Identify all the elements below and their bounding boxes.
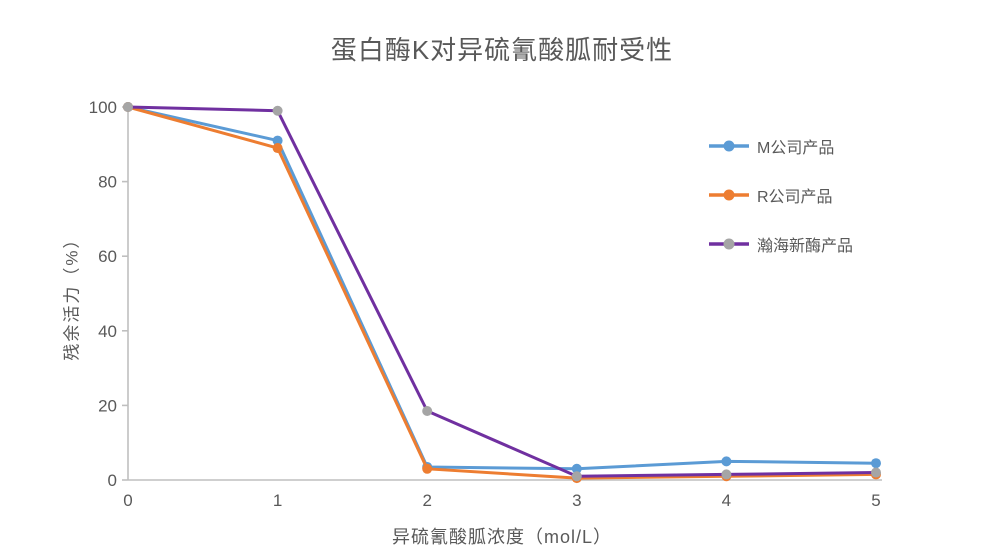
data-point-series-0 xyxy=(571,463,582,474)
y-tick-label: 60 xyxy=(98,247,117,266)
data-point-series-2 xyxy=(272,105,283,116)
legend-item-2[interactable]: 瀚海新酶产品 xyxy=(708,232,853,256)
x-axis-title: 异硫氰酸胍浓度（mol/L） xyxy=(391,527,613,547)
x-tick-label: 4 xyxy=(722,491,731,510)
data-point-series-0 xyxy=(272,135,283,146)
legend-line-marker-icon xyxy=(709,189,749,201)
y-tick-label: 0 xyxy=(108,471,117,490)
chart-title: 蛋白酶K对异硫氰酸胍耐受性 xyxy=(330,35,674,65)
x-tick-label: 5 xyxy=(871,491,880,510)
legend: M公司产品 R公司产品瀚海新酶产品 xyxy=(708,134,853,256)
legend-item-1[interactable]: R公司产品 xyxy=(708,183,853,207)
series-line-1 xyxy=(126,105,878,480)
series-line-2 xyxy=(126,105,878,478)
data-point-series-2 xyxy=(571,471,582,482)
legend-line-marker-icon xyxy=(709,140,749,152)
data-point-series-0 xyxy=(871,458,881,469)
data-point-series-2 xyxy=(422,405,433,416)
y-tick-label: 80 xyxy=(98,173,117,192)
x-tick-label: 3 xyxy=(572,491,581,510)
data-point-series-2 xyxy=(123,102,133,112)
x-tick-label: 1 xyxy=(273,491,282,510)
data-point-series-2 xyxy=(721,469,732,480)
y-tick-label: 40 xyxy=(98,322,117,341)
legend-line-marker-icon xyxy=(709,238,749,250)
data-point-series-2 xyxy=(871,467,881,478)
data-point-series-0 xyxy=(721,456,732,467)
data-point-series-1 xyxy=(422,463,433,474)
data-point-series-1 xyxy=(272,143,283,154)
legend-label-0: M公司产品 xyxy=(757,140,835,157)
x-tick-label: 2 xyxy=(422,491,431,510)
legend-label-2: 瀚海新酶产品 xyxy=(757,238,854,255)
y-tick-label: 20 xyxy=(98,396,117,415)
series-line-0 xyxy=(126,105,878,471)
x-tick-label: 0 xyxy=(123,491,132,510)
legend-item-0[interactable]: M公司产品 xyxy=(708,134,853,158)
y-tick-label: 100 xyxy=(89,98,117,117)
legend-label-1: R公司产品 xyxy=(757,189,833,206)
